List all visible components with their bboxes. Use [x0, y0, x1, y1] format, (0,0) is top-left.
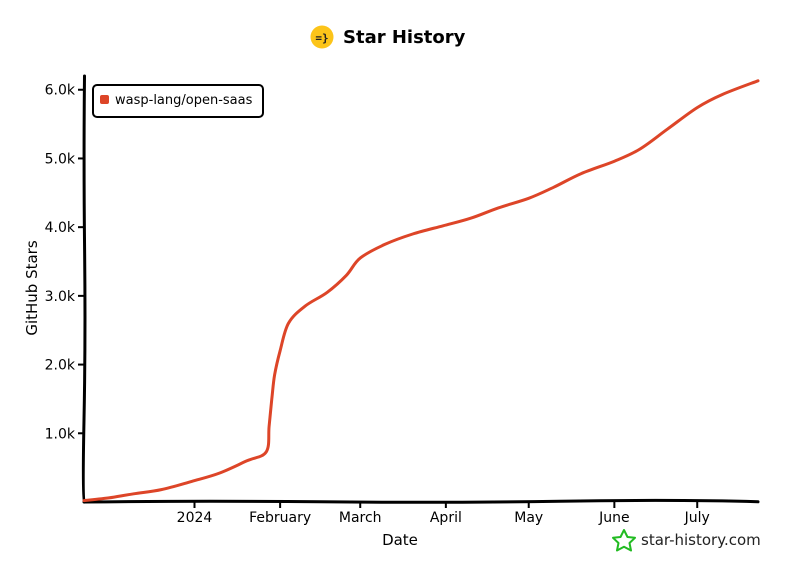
logo-badge-icon [310, 25, 334, 49]
y-axis-line [81, 74, 87, 504]
x-tick-label: June [598, 510, 630, 526]
legend: wasp-lang/open-saas [92, 84, 264, 118]
x-tick-label: March [339, 510, 382, 526]
logo-text: =} [315, 32, 328, 45]
x-axis-line [82, 498, 760, 504]
legend-box [92, 84, 264, 118]
chart-title: Star History [343, 27, 466, 48]
series-layer [82, 79, 760, 503]
x-axis-title: Date [382, 531, 418, 549]
x-tick-label: April [430, 510, 462, 526]
y-tick-label: 1.0k [45, 426, 76, 442]
watermark: star-history.com [612, 529, 761, 552]
legend-label-wasp-lang-open-saas: wasp-lang/open-saas [115, 93, 253, 108]
y-tick-label: 6.0k [45, 83, 76, 99]
series-line-wasp-lang-open-saas [82, 79, 760, 503]
x-axis-ticks: 2024 February March April May June July [177, 502, 710, 526]
y-axis-title: GitHub Stars [23, 240, 41, 336]
y-tick-label: 2.0k [45, 358, 76, 374]
x-tick-label: July [684, 510, 710, 526]
star-outline-icon [612, 529, 636, 552]
x-tick-label: February [249, 510, 311, 526]
x-tick-label: 2024 [177, 510, 213, 526]
watermark-text: star-history.com [641, 531, 761, 549]
x-tick-label: May [514, 510, 543, 526]
legend-swatch [100, 95, 109, 104]
y-tick-label: 4.0k [45, 220, 76, 236]
y-tick-label: 5.0k [45, 151, 76, 167]
axes [81, 74, 760, 504]
y-tick-label: 3.0k [45, 289, 76, 305]
y-axis-ticks: 1.0k 2.0k 3.0k 4.0k 5.0k 6.0k [45, 83, 84, 442]
chart-header: =} Star History [310, 25, 466, 49]
